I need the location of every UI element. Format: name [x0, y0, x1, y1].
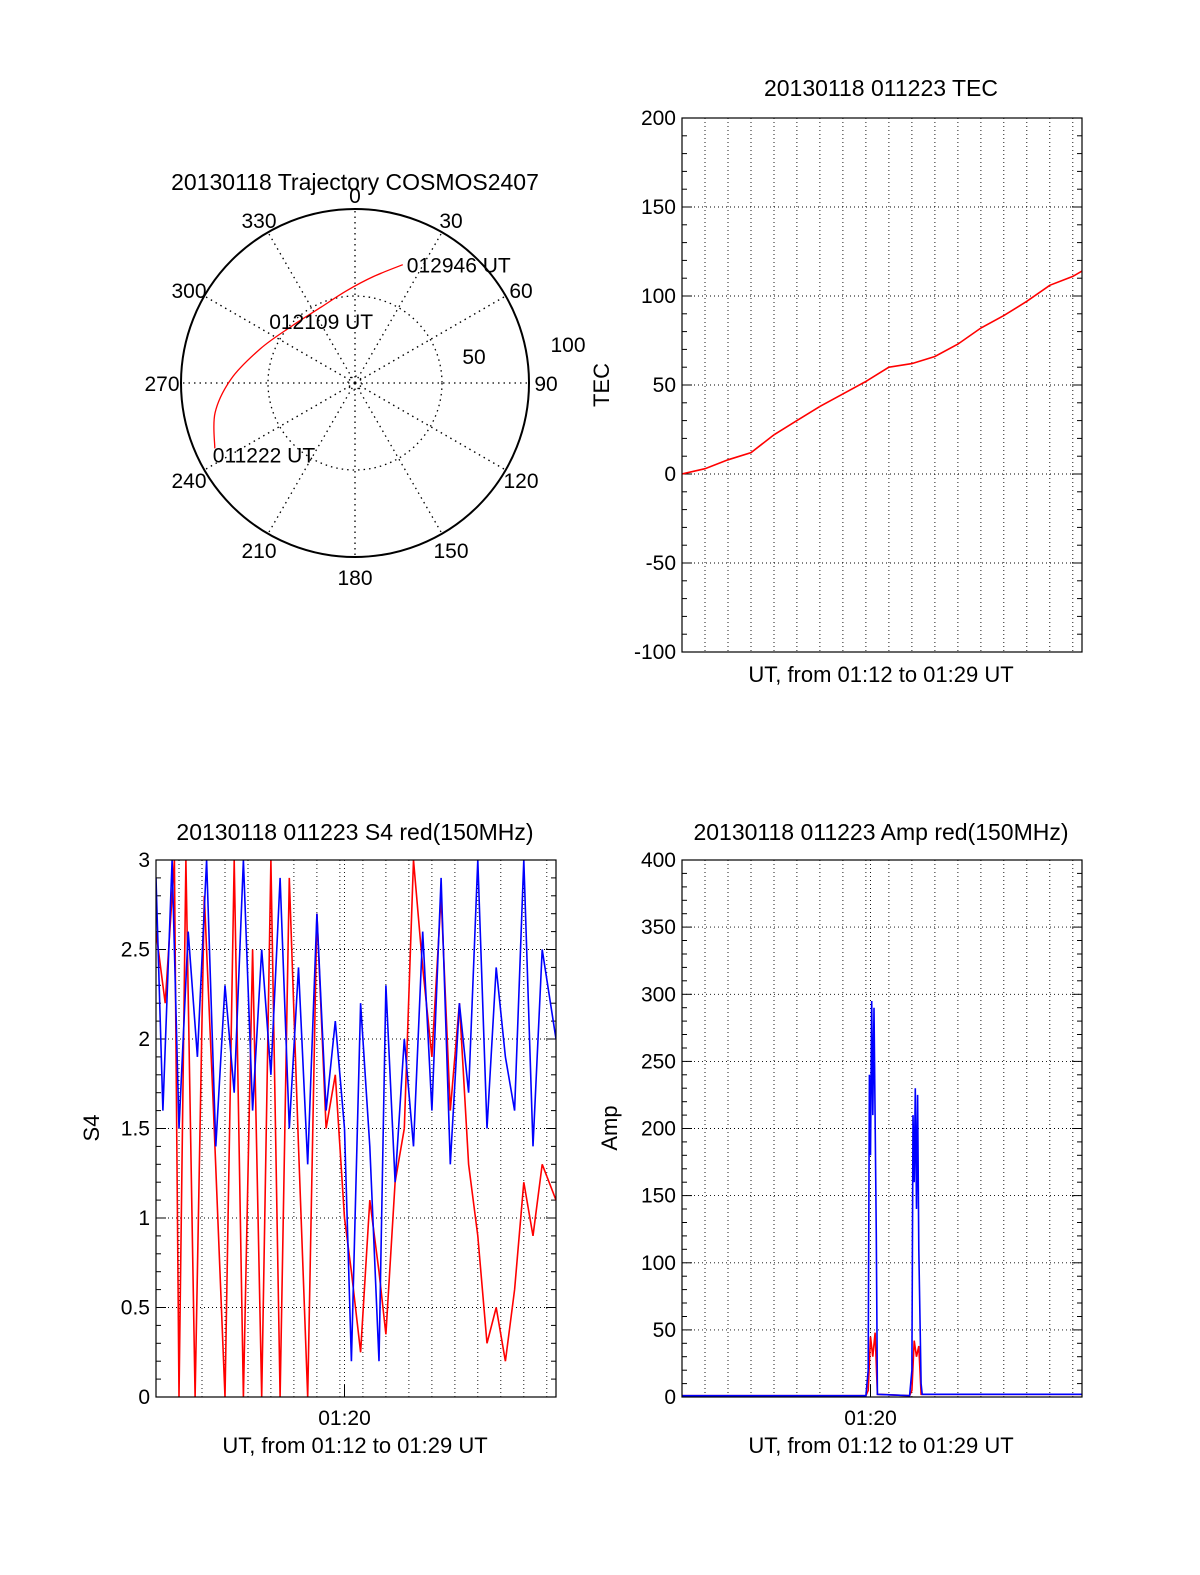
tec-ylabel: TEC — [589, 363, 614, 407]
radial-label-50: 50 — [462, 346, 485, 369]
plot-frame — [681, 859, 1083, 1398]
trajectory-time-annotation: 012109 UT — [269, 311, 373, 334]
y-tick-label: 150 — [641, 1185, 676, 1208]
y-tick-label: 300 — [641, 983, 676, 1006]
y-tick-label: 1 — [138, 1207, 150, 1230]
trajectory-time-annotation: 012946 UT — [407, 255, 511, 278]
azimuth-label: 180 — [337, 567, 372, 590]
s4-title: 20130118 011223 S4 red(150MHz) — [176, 819, 533, 845]
y-tick-label: 1.5 — [121, 1118, 150, 1141]
azimuth-label: 90 — [534, 373, 557, 396]
trajectory-series — [213, 264, 404, 449]
y-tick-label: -100 — [634, 641, 676, 664]
y-tick-label: -50 — [646, 552, 676, 575]
trajectory-time-annotation: 011222 UT — [213, 444, 316, 467]
trajectory-polar-plot: 20130118 Trajectory COSMOS2407 0 30 60 90 12… — [144, 169, 585, 590]
azimuth-label: 60 — [509, 280, 532, 303]
y-tick-label: 150 — [641, 196, 676, 219]
s4-series-blue — [156, 860, 556, 1362]
y-tick-label: 50 — [653, 374, 676, 397]
amp-plot: 20130118 011223 Amp red(150MHz) UT, from… — [597, 819, 1083, 1458]
y-tick-label: 350 — [641, 916, 676, 939]
polar-spoke — [354, 231, 443, 384]
polar-spoke — [354, 295, 507, 384]
polar-horizon-circle — [180, 208, 530, 558]
y-tick-label: 0.5 — [121, 1297, 150, 1320]
s4-xlabel: UT, from 01:12 to 01:29 UT — [222, 1433, 487, 1458]
polar-spoke — [354, 382, 507, 471]
azimuth-label: 30 — [439, 210, 462, 233]
trajectory-line — [213, 264, 404, 449]
y-tick-label: 0 — [664, 1386, 676, 1409]
y-tick-label: 200 — [641, 1118, 676, 1141]
azimuth-label: 0 — [349, 185, 361, 208]
plot-frame — [681, 117, 1083, 653]
azimuth-label: 120 — [503, 470, 538, 493]
azimuth-label: 270 — [144, 373, 179, 396]
y-tick-label: 200 — [641, 107, 676, 130]
polar-grid — [181, 209, 529, 557]
azimuth-labels: 0 30 60 90 120 150 180 210 240 270 300 330 — [144, 185, 557, 590]
y-tick-label: 250 — [641, 1050, 676, 1073]
azimuth-label: 240 — [171, 470, 206, 493]
y-tick-label: 0 — [138, 1386, 150, 1409]
trajectory-annotations: 012946 UT 012109 UT 011222 UT — [213, 255, 511, 468]
y-tick-label: 0 — [664, 463, 676, 486]
tec-title: 20130118 011223 TEC — [764, 75, 998, 101]
s4-plot: 20130118 011223 S4 red(150MHz) UT, from … — [79, 819, 557, 1458]
azimuth-label: 300 — [171, 280, 206, 303]
amp-xlabel: UT, from 01:12 to 01:29 UT — [748, 1433, 1013, 1458]
polar-spoke — [203, 295, 356, 384]
y-tick-label: 50 — [653, 1319, 676, 1342]
azimuth-label: 150 — [433, 540, 468, 563]
y-tick-label: 400 — [641, 849, 676, 872]
azimuth-label: 330 — [241, 210, 276, 233]
azimuth-label: 210 — [241, 540, 276, 563]
radial-label-100: 100 — [550, 334, 585, 357]
y-tick-label: 2.5 — [121, 939, 150, 962]
s4-series-red — [156, 860, 556, 1397]
y-tick-label: 100 — [641, 285, 676, 308]
polar-spoke — [267, 382, 356, 535]
amp-ylabel: Amp — [597, 1105, 622, 1150]
polar-grid-circle-inner — [267, 295, 443, 471]
y-tick-label: 100 — [641, 1252, 676, 1275]
polar-spoke — [354, 382, 443, 535]
y-tick-label: 2 — [138, 1028, 150, 1051]
tec-plot: 20130118 011223 TEC UT, from 01:12 to 01… — [589, 75, 1083, 687]
amp-title: 20130118 011223 Amp red(150MHz) — [693, 819, 1068, 845]
s4-ylabel: S4 — [79, 1115, 104, 1142]
trajectory-title: 20130118 Trajectory COSMOS2407 — [171, 169, 539, 195]
x-tick-label: 01:20 — [318, 1407, 371, 1430]
amp-series-blue — [682, 1000, 1082, 1397]
tec-series-red — [682, 270, 1082, 475]
polar-spoke — [203, 382, 356, 471]
x-tick-label: 01:20 — [844, 1407, 897, 1430]
plot-frame — [155, 859, 557, 1398]
tec-xlabel: UT, from 01:12 to 01:29 UT — [748, 662, 1013, 687]
y-tick-label: 3 — [138, 849, 150, 872]
polar-spoke — [267, 231, 356, 384]
